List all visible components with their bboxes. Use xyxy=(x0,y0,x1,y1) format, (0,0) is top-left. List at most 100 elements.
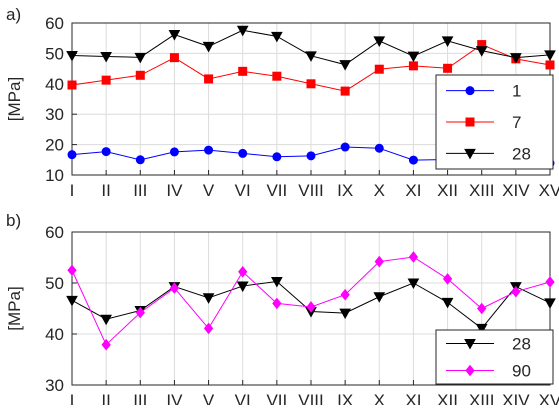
data-point xyxy=(169,147,179,157)
x-tick-label: XI xyxy=(405,391,421,405)
data-point xyxy=(236,281,249,293)
data-point xyxy=(407,278,420,290)
x-tick-label: VI xyxy=(235,181,251,200)
x-tick-label: XIII xyxy=(469,181,495,200)
x-tick-label: II xyxy=(101,181,110,200)
data-point xyxy=(238,265,248,278)
legend-label: 28 xyxy=(512,144,531,163)
data-point xyxy=(202,41,215,53)
data-point xyxy=(545,276,555,288)
data-point xyxy=(373,36,386,47)
data-point xyxy=(408,155,418,165)
data-point xyxy=(545,60,555,70)
data-point xyxy=(510,53,522,64)
data-point xyxy=(271,276,283,288)
legend-marker xyxy=(465,364,475,377)
data-point xyxy=(340,142,350,152)
data-point xyxy=(272,71,282,81)
legend-marker xyxy=(464,148,476,160)
data-point xyxy=(544,50,556,61)
x-tick-label: IV xyxy=(166,391,183,405)
legend-marker xyxy=(465,86,475,96)
x-tick-label: XIV xyxy=(502,181,530,200)
data-point xyxy=(544,298,556,309)
y-tick-label: 30 xyxy=(45,376,64,395)
data-point xyxy=(204,145,214,155)
y-tick-label: 40 xyxy=(45,75,64,94)
data-point xyxy=(442,273,453,285)
data-point xyxy=(306,151,316,161)
x-tick-label: IX xyxy=(337,391,353,405)
x-tick-label: VIII xyxy=(298,391,324,405)
data-point xyxy=(305,51,317,62)
data-point xyxy=(408,61,418,71)
data-point xyxy=(66,51,78,62)
data-point xyxy=(238,66,248,76)
data-point xyxy=(204,74,214,84)
legend-marker xyxy=(465,117,475,127)
data-point xyxy=(441,297,454,309)
x-tick-label: V xyxy=(203,181,215,200)
data-point xyxy=(135,155,145,165)
legend-label: 7 xyxy=(512,113,521,132)
x-tick-label: X xyxy=(374,181,385,200)
data-point xyxy=(135,306,145,319)
x-tick-label: XI xyxy=(405,181,421,200)
legend-label: 28 xyxy=(512,335,531,354)
data-point xyxy=(306,301,316,313)
data-point xyxy=(100,314,112,326)
legend-box xyxy=(435,329,554,385)
x-tick-label: III xyxy=(133,181,147,200)
x-tick-label: II xyxy=(101,391,110,405)
data-point xyxy=(202,293,215,304)
data-point xyxy=(475,323,488,335)
data-point xyxy=(306,79,316,89)
data-point xyxy=(374,143,384,153)
data-point xyxy=(339,60,351,71)
x-tick-label: X xyxy=(374,391,385,405)
x-tick-label: XV xyxy=(539,391,559,405)
legend-label: 90 xyxy=(512,362,531,381)
x-tick-label: V xyxy=(203,391,215,405)
data-point xyxy=(236,25,249,37)
legend-label: 1 xyxy=(512,82,521,101)
series-28 xyxy=(66,25,556,71)
data-point xyxy=(272,152,282,162)
data-point xyxy=(441,36,454,47)
x-tick-label: IX xyxy=(337,181,353,200)
data-point xyxy=(374,64,384,74)
data-point xyxy=(168,30,181,41)
x-tick-label: I xyxy=(70,391,75,405)
data-point xyxy=(100,51,112,63)
series-90 xyxy=(67,251,555,351)
x-tick-label: VII xyxy=(266,181,287,200)
data-point xyxy=(443,63,453,73)
y-tick-label: 60 xyxy=(45,223,64,242)
x-tick-label: XII xyxy=(437,181,458,200)
legend-marker xyxy=(464,339,476,350)
data-point xyxy=(238,148,248,158)
data-point xyxy=(67,150,77,160)
data-point xyxy=(373,292,386,303)
x-tick-label: XV xyxy=(539,181,559,200)
data-point xyxy=(134,52,147,64)
x-tick-label: VI xyxy=(235,391,251,405)
data-point xyxy=(135,70,145,80)
data-point xyxy=(203,322,214,335)
data-point xyxy=(475,46,488,57)
data-point xyxy=(272,297,282,310)
x-tick-label: III xyxy=(133,391,147,405)
data-point xyxy=(408,251,419,263)
x-tick-label: IV xyxy=(166,181,183,200)
y-tick-label: 60 xyxy=(45,14,64,33)
panel-label: a) xyxy=(6,5,21,24)
data-point xyxy=(101,75,111,85)
data-point xyxy=(339,308,351,320)
data-point xyxy=(374,255,384,268)
x-tick-label: VIII xyxy=(298,181,324,200)
